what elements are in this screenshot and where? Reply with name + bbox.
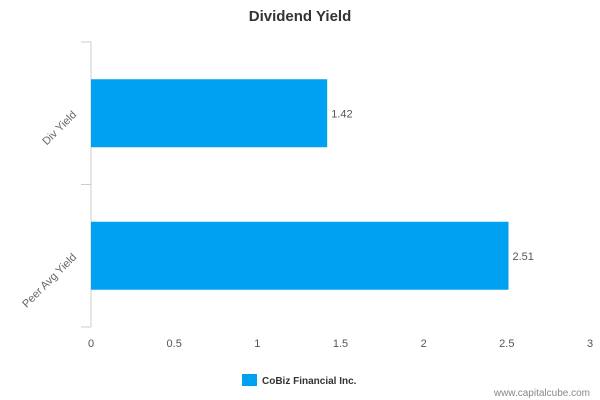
x-tick-label: 0 [88,338,94,350]
chart-title: Dividend Yield [249,8,352,25]
x-tick-label: 1 [254,338,260,350]
category-label: Peer Avg Yield [20,251,79,310]
watermark: www.capitalcube.com [493,388,590,399]
bars-group: 1.42 2.51 [91,79,534,290]
legend: CoBiz Financial Inc. [242,374,357,387]
category-label: Div Yield [40,109,79,148]
bar-value-label: 2.51 [512,251,533,263]
legend-label: CoBiz Financial Inc. [262,376,357,387]
legend-swatch [242,374,257,386]
x-tick-label: 2.5 [499,338,514,350]
x-tick-label: 3 [587,338,593,350]
bar [91,79,328,148]
x-tick-label: 0.5 [167,338,182,350]
x-tick-label: 2 [421,338,427,350]
bar-value-label: 1.42 [331,108,352,120]
x-tick-label: 1.5 [333,338,348,350]
bar [91,221,509,290]
